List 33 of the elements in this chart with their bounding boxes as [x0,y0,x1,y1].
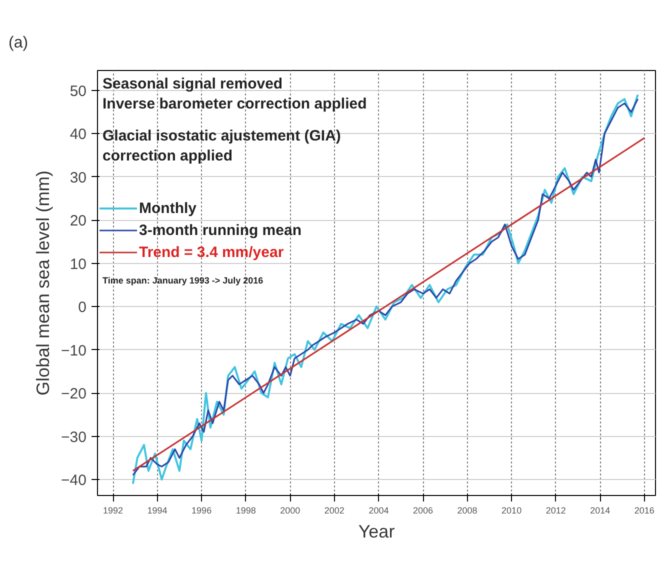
annotation: Seasonal signal removed [102,76,283,92]
annotation: Glacial isostatic ajustement (GIA) correction applied [102,128,341,164]
x-tick-label: 1996 [192,506,212,516]
y-tick-label: −30 [61,428,87,446]
y-tick-label: −20 [61,386,87,403]
y-tick-label: 30 [70,169,87,186]
x-tick-label: 2002 [324,506,344,516]
y-tick-label: 40 [70,126,87,144]
x-tick-label: 2000 [280,506,300,516]
x-tick-label: 2006 [412,506,434,516]
y-tick-label: 20 [70,212,87,230]
y-tick-label: −10 [61,342,87,360]
x-tick-label: 1992 [102,506,124,516]
annotation: Time span: January 1993 -> July 2016 [102,276,264,286]
x-axis-title: Year [358,522,395,542]
x-tick-label: 1998 [236,506,256,516]
text: (a) [8,34,28,52]
y-tick-label: 10 [70,256,87,273]
y-tick-label: 0 [78,299,86,316]
x-tick-label: 2004 [368,506,389,516]
annotation: Inverse barometer correction applied [102,96,367,112]
y-axis-title: Global mean sea level (mm) [33,170,54,396]
y-tick-label: −40 [61,472,87,490]
x-tick-label: 2010 [502,506,522,516]
x-tick-label: 2008 [457,506,478,516]
y-tick-label: 50 [70,82,87,100]
legend-label: 3-month running mean [139,222,302,238]
x-tick-label: 2016 [634,506,654,516]
legend-label: Trend = 3.4 mm/year [139,244,284,260]
legend-label: Monthly [139,200,196,216]
x-tick-label: 2012 [546,506,566,516]
x-tick-label: 1994 [147,506,168,516]
x-tick-label: 2014 [590,506,610,516]
